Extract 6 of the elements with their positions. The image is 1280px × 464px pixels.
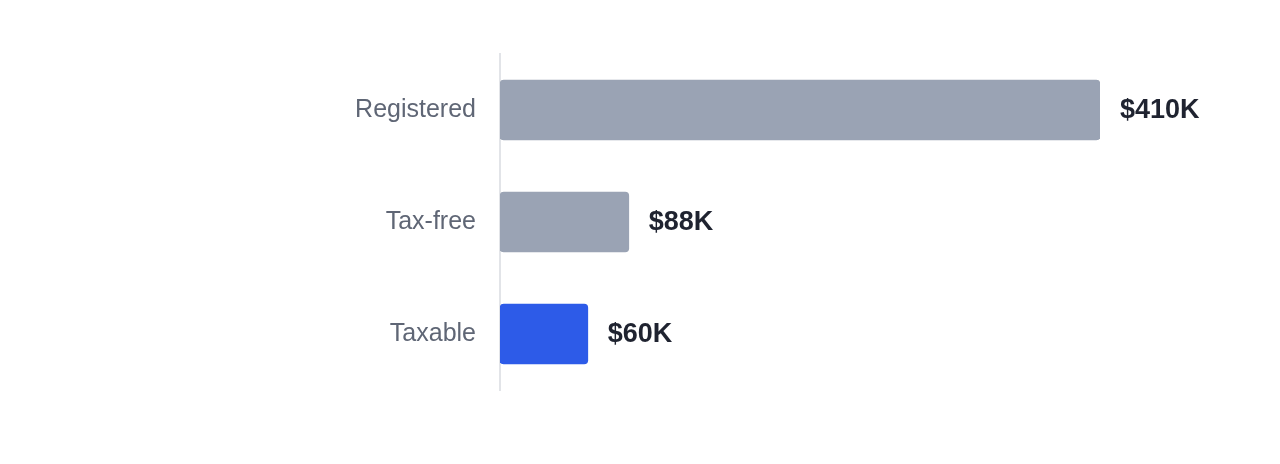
data-label: $60K (607, 318, 673, 349)
data-label: $88K (648, 206, 714, 237)
y-tick-label: Registered (355, 93, 476, 122)
y-tick-label: Taxable (389, 317, 476, 346)
data-label: $410K (1120, 94, 1201, 125)
y-tick-label: Tax-free (385, 205, 476, 234)
